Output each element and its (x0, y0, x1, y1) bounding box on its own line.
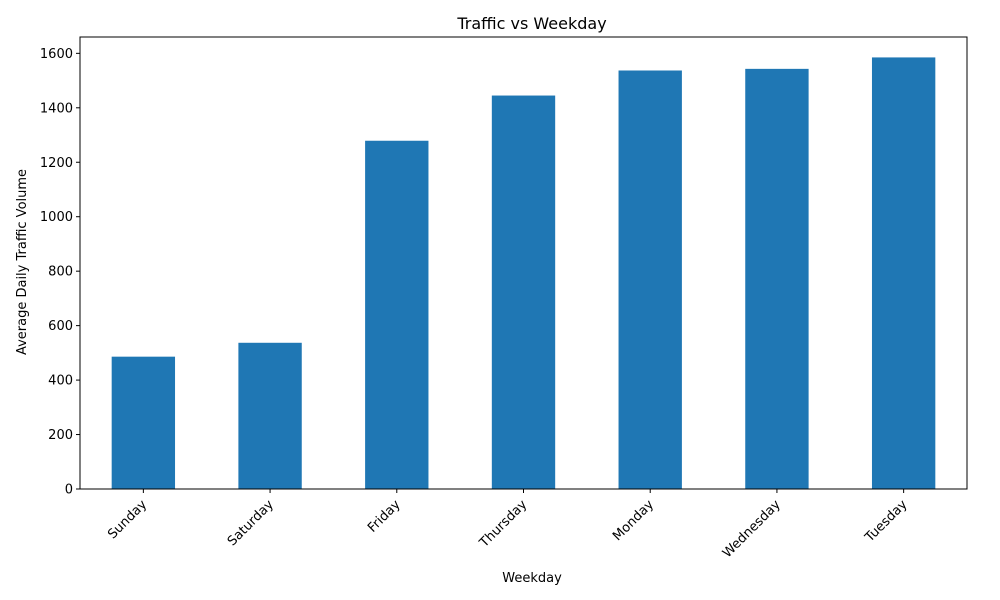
y-tick-label-200: 200 (48, 428, 73, 443)
y-axis: 0 200 400 600 800 1000 1200 1400 1600 (40, 47, 80, 498)
y-tick-label-400: 400 (48, 374, 73, 389)
y-tick-label-1200: 1200 (40, 156, 73, 171)
y-tick-label-800: 800 (48, 265, 73, 280)
plot-border (79, 36, 968, 490)
y-tick-label-600: 600 (48, 319, 73, 334)
y-tick-label-1400: 1400 (40, 101, 73, 116)
bar-friday (365, 140, 429, 489)
x-tick-label-wednesday: Wednesday (720, 497, 784, 561)
bar-sunday (111, 356, 176, 489)
x-tick-label-tuesday: Tuesday (862, 497, 911, 546)
bar-tuesday (871, 57, 936, 489)
bar-monday (618, 70, 682, 489)
y-tick-label-1600: 1600 (40, 47, 73, 62)
y-tick-label-1000: 1000 (40, 210, 73, 225)
chart-title: Traffic vs Weekday (456, 14, 606, 33)
x-tick-label-sunday: Sunday (105, 497, 150, 542)
y-tick-label-0: 0 (65, 483, 73, 498)
x-tick-label-friday: Friday (365, 497, 404, 536)
bar-thursday (491, 95, 556, 489)
x-axis-label: Weekday (502, 571, 562, 586)
bar-saturday (238, 342, 302, 489)
bar-wednesday (745, 68, 809, 489)
plot-frame (79, 36, 968, 490)
x-axis: Sunday Saturday Friday Thursday Monday Wednes… (105, 489, 911, 561)
y-axis-label: Average Daily Traffic Volume (15, 169, 30, 355)
x-tick-label-thursday: Thursday (476, 497, 530, 551)
bars-group (111, 57, 936, 489)
x-tick-label-monday: Monday (610, 497, 657, 544)
x-tick-label-saturday: Saturday (225, 497, 277, 549)
